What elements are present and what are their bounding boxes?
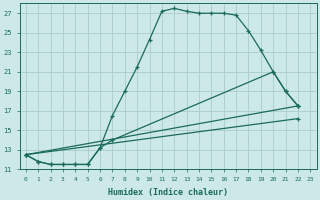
X-axis label: Humidex (Indice chaleur): Humidex (Indice chaleur) (108, 188, 228, 197)
